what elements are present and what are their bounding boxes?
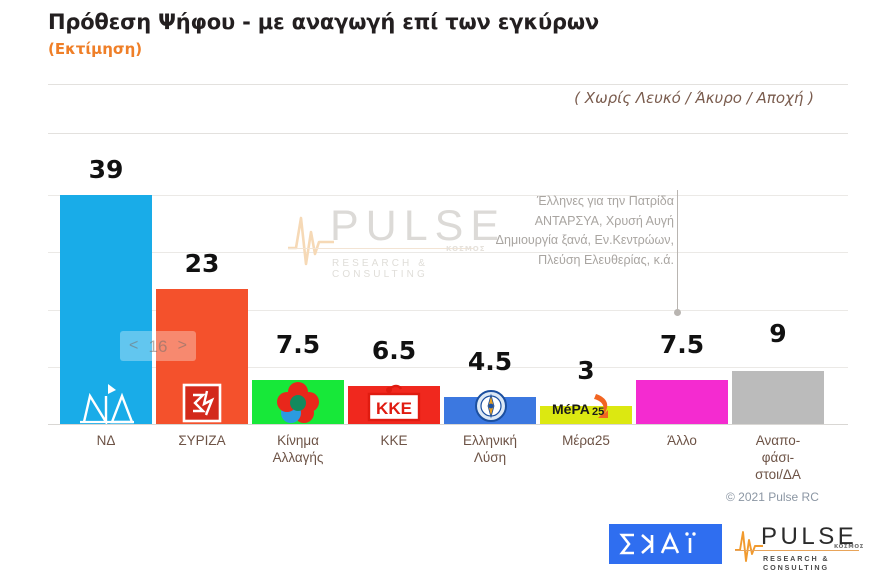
axis-label-anapofasistoi: Αναπο- φάσι- στοι/ΔΑ [732, 432, 824, 483]
bar-value-elliniki-lysi: 4.5 [467, 347, 513, 376]
annotation-line: Πλεύση Ελευθερίας, κ.ά. [538, 252, 674, 267]
chart-scope-note: ( Χωρίς Λευκό / Άκυρο / Αποχή ) [574, 89, 814, 107]
axis-label-line: Λύση [473, 450, 507, 465]
pager-count-label: 16 [148, 336, 168, 356]
axis-label-line: στοι/ΔΑ [755, 467, 801, 482]
bar-value-nd: 39 [88, 155, 124, 184]
bar-value-allo: 7.5 [659, 330, 705, 359]
axis-label-allo: Άλλο [636, 432, 728, 449]
axis-baseline [48, 424, 848, 425]
axis-label-line: Αναπο- [755, 433, 801, 448]
skai-logo [609, 524, 722, 564]
bar-mera25[interactable] [540, 406, 632, 424]
header-divider-bottom [48, 133, 848, 134]
axis-label-line: φάσι- [761, 450, 795, 465]
axis-label-line: Ελληνική [462, 433, 518, 448]
axis-label-mera25: Μέρα25 [540, 432, 632, 449]
bar-value-kinal: 7.5 [275, 330, 321, 359]
pulse-logo: PULSE KOΣMOΣ RESEARCH & CONSULTING [735, 521, 871, 572]
axis-label-line: Άλλο [667, 433, 697, 448]
header-divider-top [48, 84, 848, 85]
axis-label-line: ΚΚΕ [380, 433, 408, 448]
bar-value-kke: 6.5 [371, 336, 417, 365]
pulse-wordmark: PULSE [761, 523, 858, 550]
axis-label-line: Αλλαγής [272, 450, 324, 465]
axis-label-kinal: Κίνημα Αλλαγής [252, 432, 344, 466]
annotation-callout-text: Έλληνες για την Πατρίδα ΑΝΤΑΡΣΥΑ, Χρυσή … [470, 192, 674, 270]
pulse-tagline: RESEARCH & CONSULTING [763, 554, 830, 572]
axis-label-line: ΝΔ [96, 433, 116, 448]
bar-elliniki-lysi[interactable] [444, 397, 536, 424]
copyright-notice: © 2021 Pulse RC [726, 490, 819, 504]
annotation-leader-dot [674, 309, 681, 316]
pager-prev-icon[interactable]: < [129, 337, 139, 354]
axis-label-kke: ΚΚΕ [348, 432, 440, 449]
bar-nd[interactable] [60, 195, 152, 424]
axis-label-line: Μέρα25 [562, 433, 610, 448]
page-title: Πρόθεση Ψήφου - με αναγωγή επί των εγκύρ… [48, 10, 600, 34]
bar-kinal[interactable] [252, 380, 344, 424]
pager-overlay[interactable]: < 16 > [120, 331, 196, 361]
axis-label-nd: ΝΔ [60, 432, 152, 449]
axis-label-line: ΣΥΡΙΖΑ [178, 433, 226, 448]
bar-anapofasistoi[interactable] [732, 371, 824, 424]
axis-label-elliniki-lysi: Ελληνική Λύση [444, 432, 536, 466]
chart-subtitle: (Εκτίμηση) [48, 40, 143, 58]
watermark-rule [288, 248, 473, 249]
gridline-10 [48, 367, 848, 368]
pulse-wave-icon [735, 531, 763, 562]
pager-next-icon[interactable]: > [177, 337, 187, 354]
bar-value-syriza: 23 [184, 249, 220, 278]
annotation-leader-line [677, 190, 678, 312]
gridline-30 [48, 252, 848, 253]
gridline-40 [48, 195, 848, 196]
pulse-kosmos-label: KOΣMOΣ [834, 544, 864, 550]
axis-label-syriza: ΣΥΡΙΖΑ [156, 432, 248, 449]
bar-value-mera25: 3 [577, 356, 595, 385]
bar-allo[interactable] [636, 380, 728, 424]
annotation-line: Δημιουργία ξανά, Εν.Κεντρώων, [495, 233, 674, 247]
pulse-wave-icon [288, 216, 334, 266]
bar-value-anapofasistoi: 9 [769, 319, 787, 348]
bar-kke[interactable] [348, 386, 440, 424]
annotation-line: Έλληνες για την Πατρίδα [536, 194, 674, 208]
skai-wordmark-icon [618, 531, 696, 555]
pulse-logo-rule [735, 550, 859, 551]
annotation-line: ΑΝΤΑΡΣΥΑ, Χρυσή Αυγή [534, 213, 674, 228]
gridline-20 [48, 310, 848, 311]
axis-label-line: Κίνημα [277, 433, 319, 448]
